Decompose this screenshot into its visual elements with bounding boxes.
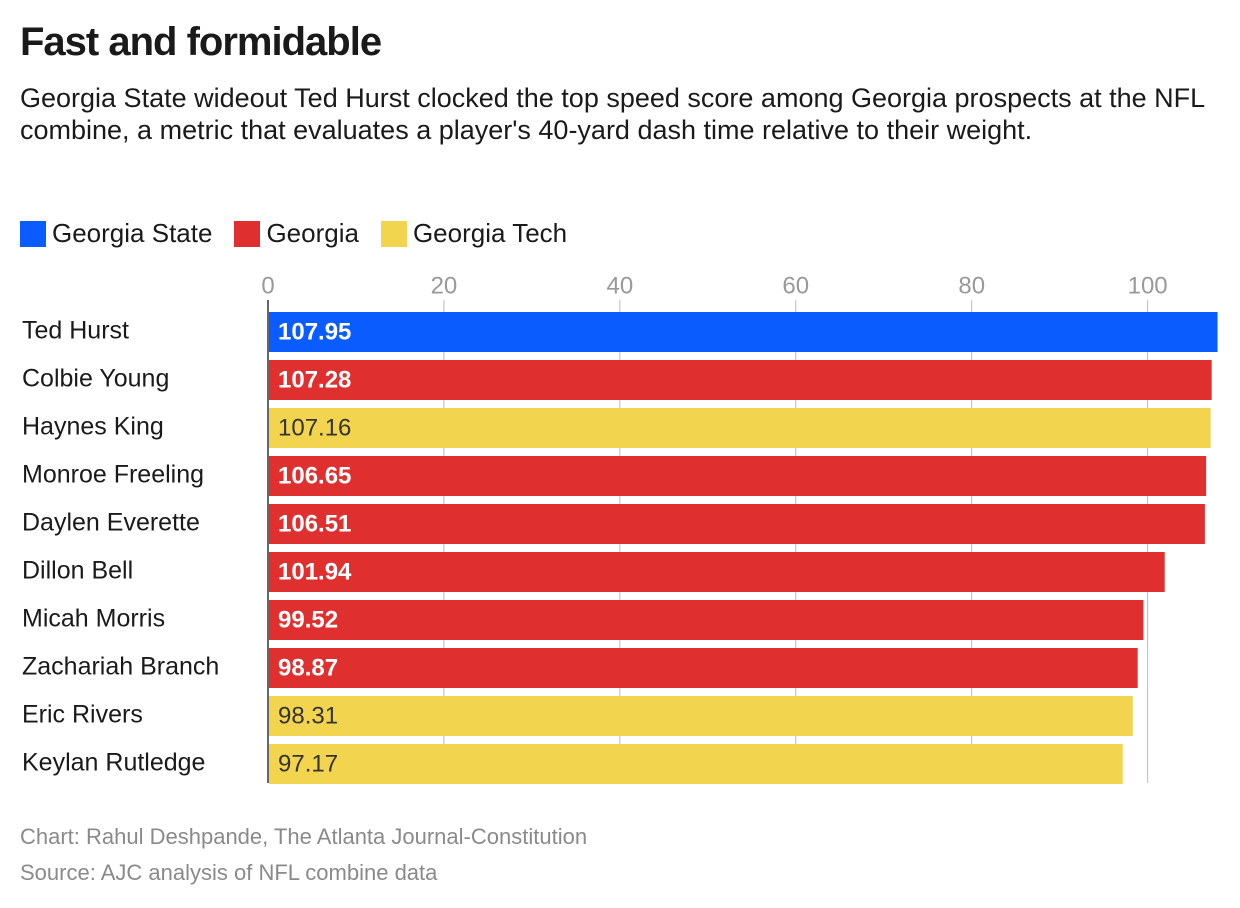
legend-item: Georgia [234, 218, 359, 249]
value-label: 97.17 [278, 750, 338, 777]
bar [269, 312, 1218, 352]
category-label: Zachariah Branch [22, 653, 219, 681]
x-tick-label: 20 [431, 272, 458, 299]
legend-item: Georgia Tech [380, 218, 568, 249]
bar [269, 744, 1123, 784]
bar [269, 552, 1165, 592]
value-label: 106.51 [278, 510, 351, 537]
value-label: 107.95 [278, 318, 351, 345]
bar [269, 648, 1138, 688]
value-label: 98.87 [278, 654, 338, 681]
x-tick-label: 100 [1128, 272, 1168, 299]
bar [269, 408, 1211, 448]
category-label: Daylen Everette [22, 509, 200, 537]
category-label: Dillon Bell [22, 557, 133, 585]
category-label: Ted Hurst [22, 317, 129, 345]
category-label: Haynes King [22, 413, 164, 441]
x-tick-label: 60 [782, 272, 809, 299]
category-label: Micah Morris [22, 605, 165, 633]
bar [269, 696, 1133, 736]
category-label: Colbie Young [22, 365, 169, 393]
legend-label: Georgia Tech [412, 218, 568, 248]
value-label: 107.16 [278, 414, 351, 441]
bar [269, 456, 1207, 496]
source: Source: AJC analysis of NFL combine data [20, 860, 438, 885]
bar [269, 504, 1205, 544]
legend-label: Georgia State [52, 218, 213, 248]
legend: Georgia State Georgia Georgia Tech [20, 218, 567, 249]
bar [269, 600, 1144, 640]
x-tick-label: 40 [607, 272, 634, 299]
value-label: 106.65 [278, 462, 351, 489]
chart-subtitle: Georgia State wideout Ted Hurst clocked … [20, 83, 1205, 145]
x-tick-label: 80 [958, 272, 985, 299]
legend-label: Georgia [266, 218, 359, 248]
category-label: Monroe Freeling [22, 461, 204, 489]
legend-swatch [20, 220, 46, 247]
legend-swatch [234, 220, 261, 247]
x-tick-label: 0 [261, 272, 274, 299]
value-label: 99.52 [278, 606, 338, 633]
category-label: Eric Rivers [22, 701, 143, 729]
credit: Chart: Rahul Deshpande, The Atlanta Jour… [20, 824, 588, 849]
legend-item: Georgia State [20, 218, 212, 249]
bar [269, 360, 1212, 400]
value-label: 101.94 [278, 558, 352, 585]
legend-swatch [380, 220, 407, 247]
chart-title: Fast and formidable [20, 20, 382, 64]
category-label: Keylan Rutledge [22, 749, 205, 777]
value-label: 107.28 [278, 366, 351, 393]
value-label: 98.31 [278, 702, 338, 729]
